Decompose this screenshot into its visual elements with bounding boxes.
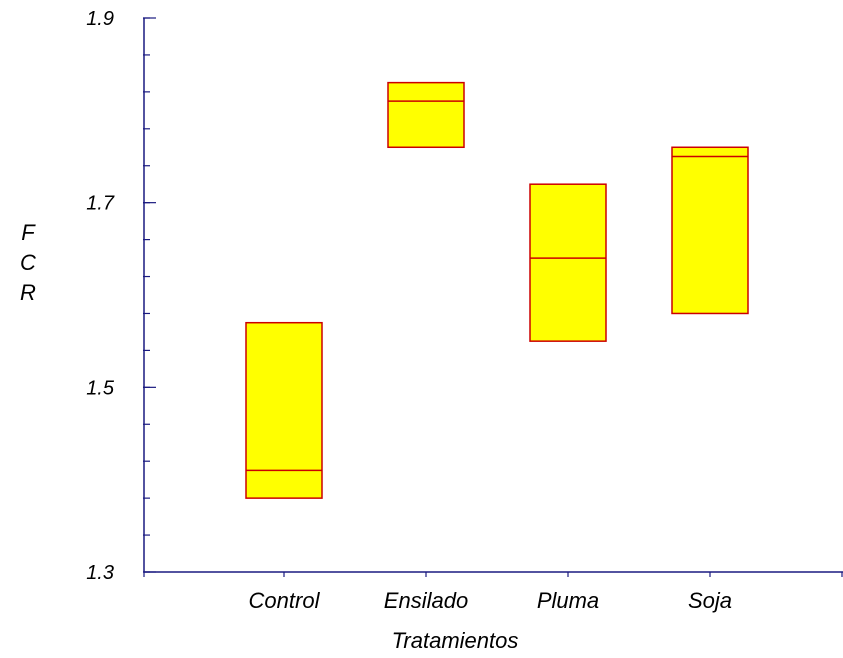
box-ensilado (387, 81, 465, 149)
boxes (245, 81, 749, 499)
box-body (671, 146, 749, 315)
x-axis: Control Ensilado Pluma Soja (143, 571, 843, 613)
box-body (387, 81, 465, 149)
y-axis: 1.3 1.5 1.7 1.9 (86, 8, 156, 584)
x-tick-label: Pluma (537, 588, 599, 613)
y-tick-label: 1.5 (86, 377, 115, 399)
box-control (245, 321, 323, 499)
x-tick-label: Ensilado (384, 588, 468, 613)
y-tick-label: 1.3 (86, 562, 114, 584)
box-pluma (529, 183, 607, 342)
box-soja (671, 146, 749, 315)
x-tick-label: Soja (688, 588, 732, 613)
x-tick-label: Control (249, 588, 321, 613)
box-body (529, 183, 607, 342)
box-body (245, 321, 323, 499)
x-axis-title: Tratamientos (392, 628, 519, 653)
y-tick-label: 1.9 (86, 8, 114, 30)
y-tick-label: 1.7 (86, 193, 115, 215)
